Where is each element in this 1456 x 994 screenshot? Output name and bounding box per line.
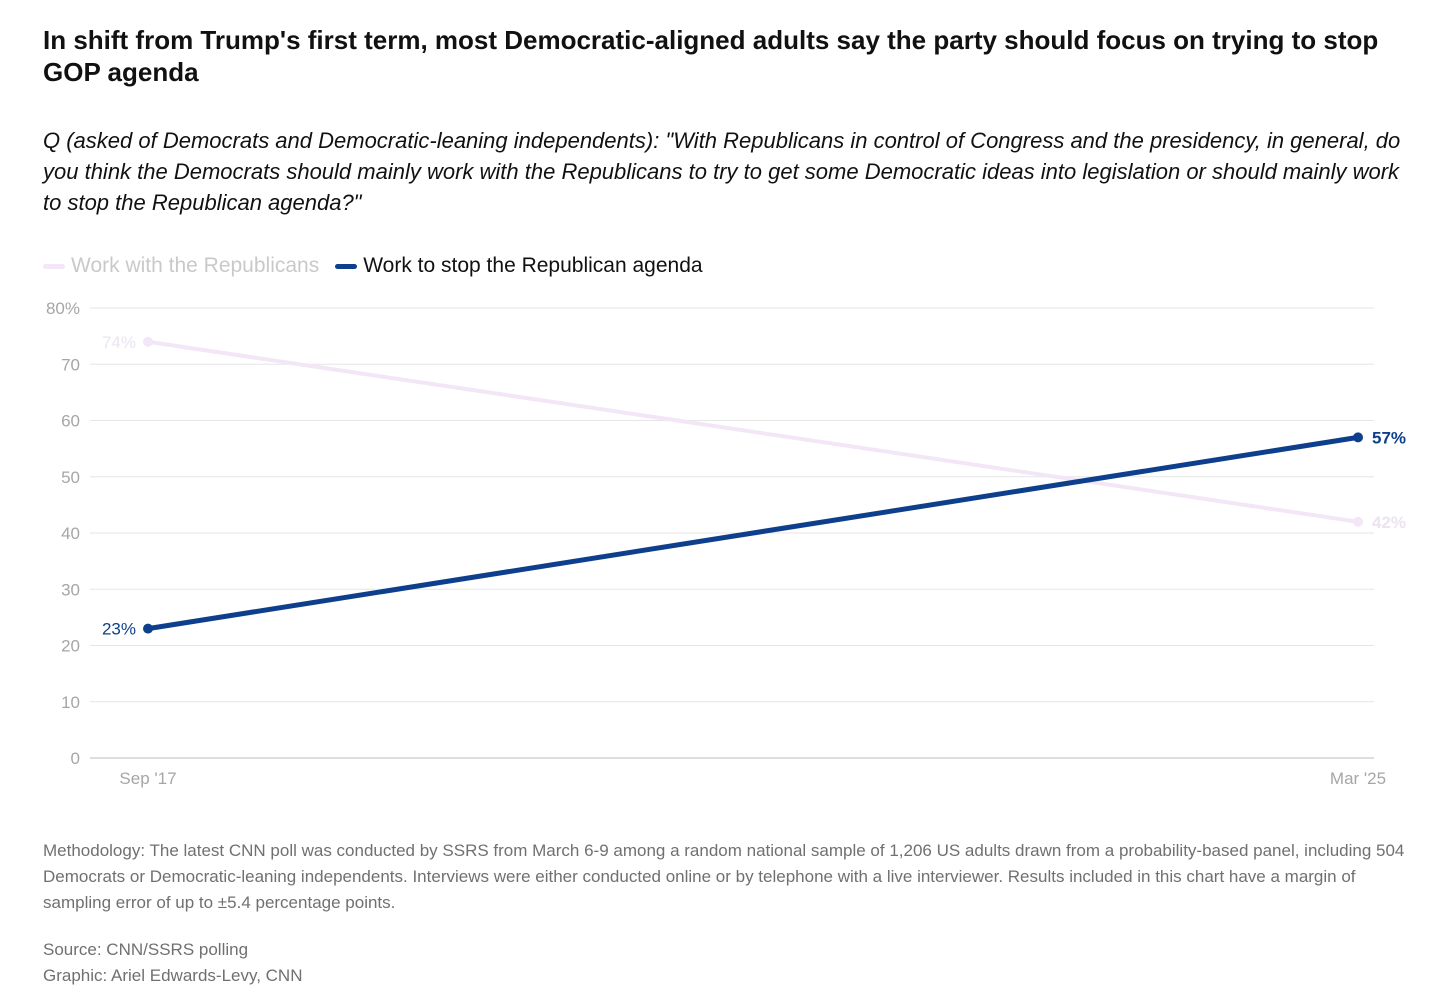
y-tick-label: 40 <box>61 524 80 543</box>
line-chart: 80% 70 60 50 40 30 20 10 0 Sep '17 Mar '25 74% 42% 23… <box>46 299 1406 788</box>
data-label: 23% <box>102 620 136 639</box>
chart-subtitle: Q (asked of Democrats and Democratic-lea… <box>43 128 1401 215</box>
source-note: Source: CNN/SSRS polling <box>43 940 249 959</box>
data-point <box>1353 516 1363 527</box>
y-tick-label: 20 <box>61 637 80 656</box>
chart-title: In shift from Trump's first term, most D… <box>43 25 1379 87</box>
data-label: 42% <box>1372 513 1406 532</box>
legend-swatch-work-with <box>43 263 65 269</box>
data-point <box>1353 432 1363 443</box>
data-point <box>143 336 153 347</box>
data-label: 74% <box>102 333 136 352</box>
grid-layer <box>90 307 1374 759</box>
x-tick-label: Mar '25 <box>1330 769 1386 788</box>
y-tick-label: 80% <box>46 299 80 318</box>
methodology-note: Methodology: The latest CNN poll was con… <box>43 841 1405 912</box>
legend-item-stop-agenda[interactable]: Work to stop the Republican agenda <box>335 254 703 278</box>
y-tick-label: 10 <box>61 693 80 712</box>
legend-swatch-stop-agenda <box>335 263 358 269</box>
series-line-1 <box>145 434 1361 632</box>
y-tick-label: 30 <box>61 580 80 599</box>
legend-item-work-with[interactable]: Work with the Republicans <box>43 254 319 278</box>
series-line-0 <box>146 339 1360 524</box>
legend-label-stop-agenda: Work to stop the Republican agenda <box>363 254 703 277</box>
data-point <box>143 623 153 634</box>
series-layer <box>143 336 1363 634</box>
label-layer: 80% 70 60 50 40 30 20 10 0 Sep '17 Mar '25 74% 42% 23… <box>46 299 1406 788</box>
y-tick-label: 60 <box>61 412 80 431</box>
y-tick-label: 70 <box>61 355 80 374</box>
y-tick-label: 50 <box>61 468 80 487</box>
legend-label-work-with: Work with the Republicans <box>71 254 320 277</box>
chart-legend: Work with the Republicans Work to stop t… <box>43 252 719 280</box>
x-tick-label: Sep '17 <box>119 769 176 788</box>
y-tick-label: 0 <box>71 749 80 768</box>
graphic-credit: Graphic: Ariel Edwards-Levy, CNN <box>43 966 303 985</box>
data-label: 57% <box>1372 428 1406 447</box>
